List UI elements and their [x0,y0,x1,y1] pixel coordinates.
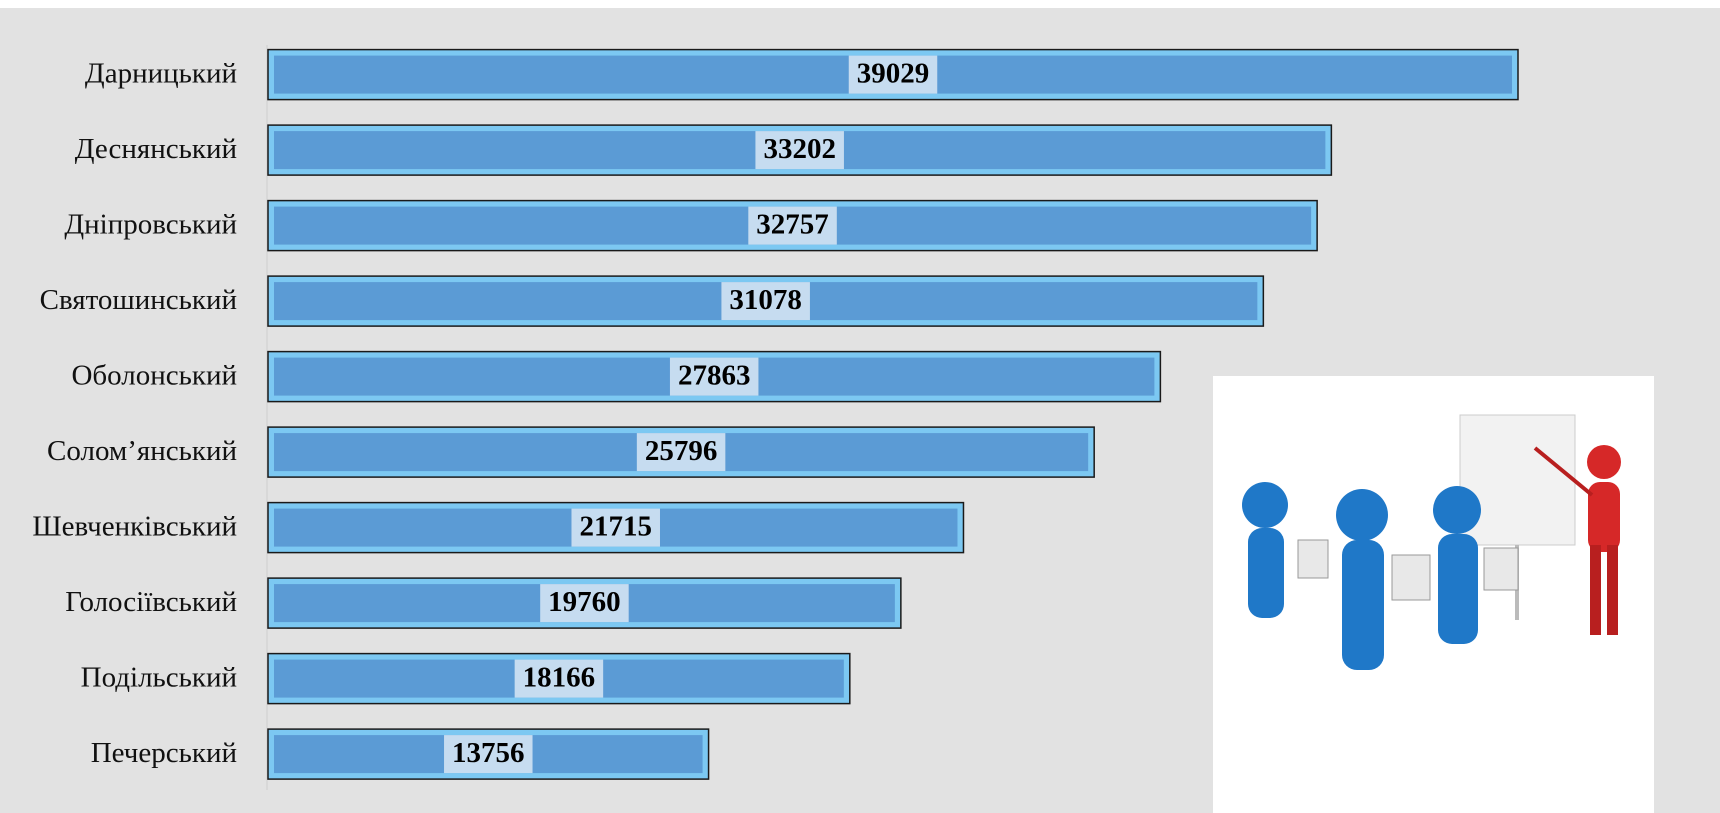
value-label: 39029 [857,57,930,89]
board [1459,414,1576,546]
pointer [1533,446,1594,497]
value-label: 13756 [452,737,525,769]
value-label-bg [540,584,629,623]
category-label: Печерський [91,737,237,769]
category-label: Дніпровський [64,208,237,240]
teacher-leg [1607,545,1618,635]
value-label-bg [636,433,726,472]
teacher-leg [1590,545,1601,635]
value-label-bg [669,357,759,396]
laptop [1297,539,1329,579]
value-label-bg [571,508,660,547]
laptop [1391,554,1431,601]
picture-frame [1213,376,1654,813]
illustration [1213,376,1654,813]
student-head [1433,486,1481,534]
value-label: 21715 [579,510,652,542]
category-label: Святошинський [40,284,237,316]
value-label-bg [848,55,938,94]
category-label: Оболонський [71,359,237,391]
student-head [1336,489,1388,541]
student-body [1342,540,1384,670]
category-label: Деснянський [75,133,237,165]
category-label: Солом’янський [47,435,237,467]
value-label-bg [748,206,837,245]
value-label: 25796 [645,435,718,467]
value-label: 18166 [523,661,596,693]
value-label: 27863 [678,359,751,391]
top-strip [0,0,1720,8]
value-label: 32757 [756,208,829,240]
category-label: Голосіївський [65,586,237,618]
category-label: Дарницький [85,57,237,89]
value-label-bg [755,131,844,170]
value-label-bg [721,282,810,321]
category-label: Подільський [81,661,237,693]
student-body [1438,534,1478,644]
student-head [1242,482,1288,528]
value-label-bg [514,659,604,698]
student-body [1248,528,1284,618]
teacher-head [1587,445,1621,479]
value-label: 19760 [548,586,621,618]
value-label: 31078 [729,284,802,316]
laptop [1483,547,1519,591]
value-label: 33202 [763,133,836,165]
teacher-body [1588,482,1620,552]
value-label-bg [444,735,533,774]
category-label: Шевченківський [32,510,237,542]
